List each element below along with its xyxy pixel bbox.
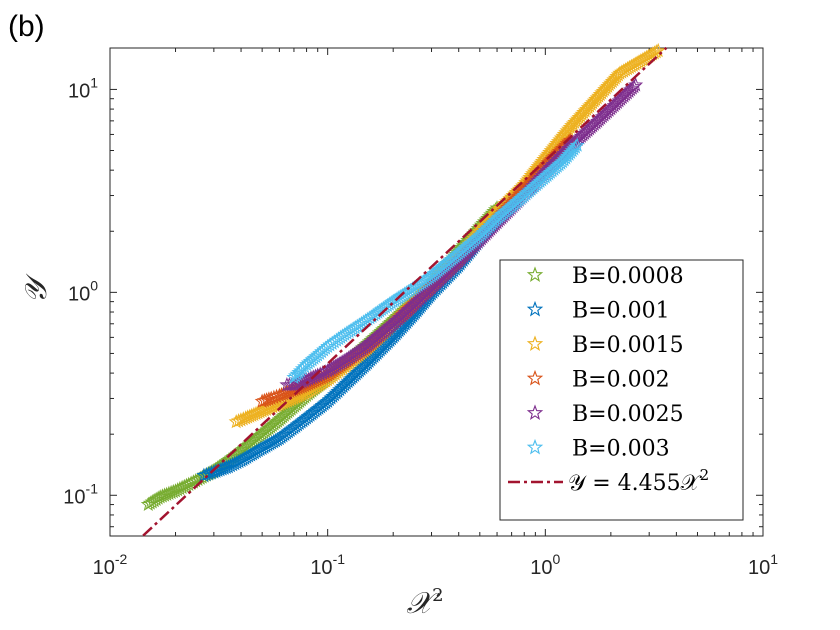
y-axis: 10-1 100 101 (63, 74, 763, 528)
data-point (650, 42, 666, 58)
y-tick-label: 10-1 (63, 480, 98, 508)
data-point-interp (269, 388, 285, 403)
y-axis-title: 𝒴 (19, 273, 54, 304)
x-axis-title: 𝒳2 (406, 585, 443, 621)
data-point-interp (256, 402, 272, 417)
legend-label: B=0.003 (572, 437, 670, 462)
series-layer (140, 42, 666, 511)
data-point (569, 137, 585, 152)
legend-label: B=0.0008 (572, 264, 684, 289)
data-point-interp (278, 385, 294, 400)
data-point (628, 77, 644, 92)
x-tick-label: 101 (748, 551, 778, 579)
x-tick-label: 10-1 (310, 551, 345, 579)
data-point (254, 403, 270, 418)
legend-label: B=0.002 (572, 368, 670, 393)
data-point (254, 393, 270, 408)
x-tick-label: 100 (530, 551, 560, 579)
legend-marker (526, 369, 544, 386)
legend: B=0.0008 B=0.001 B=0.0015 B=0.002 B=0.0025 B=… (499, 259, 744, 521)
panel-label: (b) (8, 10, 45, 43)
legend-label: B=0.0025 (572, 402, 684, 427)
data-point-interp (208, 463, 224, 478)
data-point-interp (154, 488, 170, 503)
data-point (286, 377, 302, 392)
legend-fit-label: 𝒴 = 4.455𝒳2 (568, 466, 709, 496)
data-point-interp (256, 392, 272, 408)
data-point-interp (163, 484, 179, 500)
legend-label: B=0.0015 (572, 333, 684, 358)
legend-marker (526, 404, 544, 420)
data-point-interp (216, 460, 232, 475)
data-point (263, 390, 279, 405)
legend-marker (526, 266, 544, 282)
legend-marker (526, 438, 544, 455)
x-axis: 10-2 10-1 100 101 (93, 48, 778, 579)
y-tick-label: 100 (68, 277, 98, 305)
data-point-interp (567, 139, 584, 154)
series-B=0.003 (286, 137, 585, 385)
y-tick-label: 101 (68, 74, 98, 102)
legend-marker (526, 335, 544, 351)
legend-marker (526, 300, 544, 317)
data-point-interp (276, 386, 292, 401)
x-tick-label: 10-2 (93, 551, 128, 579)
legend-label: B=0.001 (572, 299, 670, 324)
fit-layer (142, 46, 668, 537)
legend-box (499, 259, 744, 521)
data-point-interp (235, 411, 251, 426)
data-point-interp (218, 459, 234, 475)
fit-line (142, 46, 668, 537)
data-point-interp (203, 465, 219, 480)
data-point (555, 153, 571, 169)
data-point-interp (566, 141, 582, 156)
